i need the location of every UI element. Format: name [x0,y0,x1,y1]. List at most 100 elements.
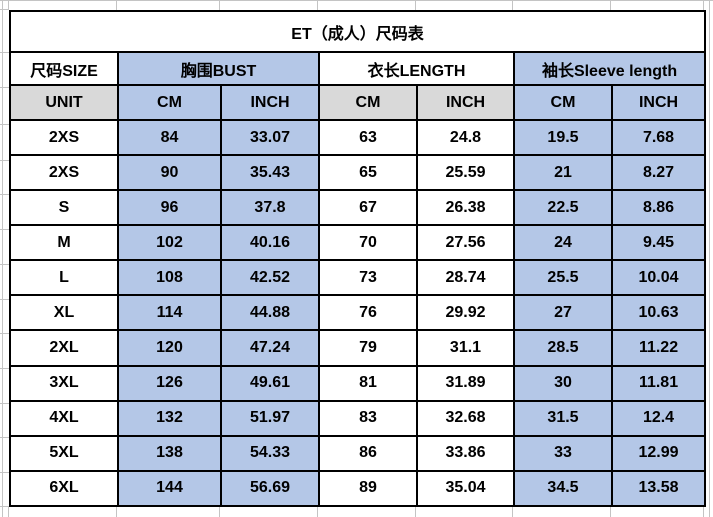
cell-sleeve-cm: 27 [513,294,613,332]
cell-sleeve-cm: 24 [513,224,613,262]
cell-sleeve-cm: 34.5 [513,469,613,508]
gridline [0,9,9,10]
table-row: 5XL 138 54.33 86 33.86 33 12.99 [9,434,707,472]
cell-size: 4XL [9,399,119,437]
cell-sleeve-inch: 8.27 [610,154,707,192]
gridline [219,507,220,517]
gridline [0,52,9,53]
gridline [0,229,9,230]
cell-sleeve-cm: 30 [513,364,613,402]
cell-sleeve-cm: 22.5 [513,189,613,227]
table-row: XL 114 44.88 76 29.92 27 10.63 [9,294,707,332]
cell-length-cm: 81 [318,364,418,402]
gridline [317,0,318,10]
cell-bust-cm: 102 [117,224,222,262]
header-sleeve-length: 袖长Sleeve length [512,51,707,86]
unit-bust-cm: CM [117,84,222,121]
cell-sleeve-inch: 9.45 [610,224,707,262]
header-length: 衣长LENGTH [318,51,515,86]
cell-bust-cm: 90 [117,154,222,192]
unit-label-cell: UNIT [9,84,119,121]
gridline [0,437,9,438]
gridline [8,507,9,517]
cell-length-cm: 73 [318,259,418,297]
gridline [8,0,9,10]
gridline [0,472,9,473]
cell-length-cm: 79 [318,329,418,367]
gridline [0,160,9,161]
gridline [317,507,318,517]
header-bust: 胸围BUST [117,51,320,86]
cell-bust-inch: 33.07 [220,118,320,157]
cell-length-cm: 70 [318,224,418,262]
cell-length-inch: 28.74 [416,259,515,297]
cell-bust-cm: 108 [117,259,222,297]
table-row: 2XL 120 47.24 79 31.1 28.5 11.22 [9,329,707,367]
cell-bust-inch: 44.88 [220,294,320,332]
table-row: S 96 37.8 67 26.38 22.5 8.86 [9,189,707,227]
cell-size: 2XL [9,329,119,367]
cell-size: 3XL [9,364,119,402]
unit-length-inch: INCH [416,84,515,121]
cell-length-inch: 33.86 [416,434,515,472]
gridline [610,0,611,10]
gridline [703,0,704,10]
cell-bust-cm: 132 [117,399,222,437]
cell-sleeve-inch: 12.4 [610,399,707,437]
gridline [0,0,713,1]
table-row: L 108 42.52 73 28.74 25.5 10.04 [9,259,707,297]
cell-sleeve-inch: 11.81 [610,364,707,402]
cell-bust-cm: 144 [117,469,222,508]
cell-sleeve-cm: 25.5 [513,259,613,297]
unit-length-cm: CM [318,84,418,121]
cell-bust-inch: 35.43 [220,154,320,192]
cell-sleeve-inch: 7.68 [610,118,707,157]
cell-length-inch: 31.89 [416,364,515,402]
cell-length-cm: 65 [318,154,418,192]
cell-size: 5XL [9,434,119,472]
cell-bust-inch: 37.8 [220,189,320,227]
cell-sleeve-cm: 21 [513,154,613,192]
gridline [219,0,220,10]
cell-length-cm: 63 [318,118,418,157]
cell-sleeve-cm: 28.5 [513,329,613,367]
cell-length-cm: 76 [318,294,418,332]
cell-length-inch: 24.8 [416,118,515,157]
cell-bust-inch: 42.52 [220,259,320,297]
cell-bust-cm: 126 [117,364,222,402]
gridline [116,0,117,10]
gridline [0,264,9,265]
cell-bust-cm: 138 [117,434,222,472]
cell-bust-cm: 120 [117,329,222,367]
cell-sleeve-inch: 10.04 [610,259,707,297]
cell-size: XL [9,294,119,332]
gridline [2,0,3,517]
cell-size: 2XS [9,154,119,192]
gridline [0,368,9,369]
table-row: M 102 40.16 70 27.56 24 9.45 [9,224,707,262]
cell-bust-cm: 114 [117,294,222,332]
cell-length-inch: 25.59 [416,154,515,192]
cell-length-inch: 29.92 [416,294,515,332]
cell-size: 6XL [9,469,119,508]
cell-length-inch: 35.04 [416,469,515,508]
cell-bust-cm: 84 [117,118,222,157]
table-row: 4XL 132 51.97 83 32.68 31.5 12.4 [9,399,707,437]
gridline [0,124,9,125]
cell-bust-inch: 49.61 [220,364,320,402]
cell-bust-inch: 47.24 [220,329,320,367]
gridline [0,333,9,334]
cell-bust-inch: 54.33 [220,434,320,472]
cell-length-cm: 89 [318,469,418,508]
cell-sleeve-cm: 33 [513,434,613,472]
cell-length-inch: 31.1 [416,329,515,367]
unit-sleeve-cm: CM [513,84,613,121]
gridline [116,507,117,517]
chart-title: ET（成人）尺码表 [8,10,707,53]
cell-size: 2XS [9,118,119,157]
cell-length-inch: 32.68 [416,399,515,437]
cell-sleeve-inch: 13.58 [610,469,707,508]
table-row: 6XL 144 56.69 89 35.04 34.5 13.58 [9,469,707,508]
cell-bust-inch: 51.97 [220,399,320,437]
cell-size: L [9,259,119,297]
